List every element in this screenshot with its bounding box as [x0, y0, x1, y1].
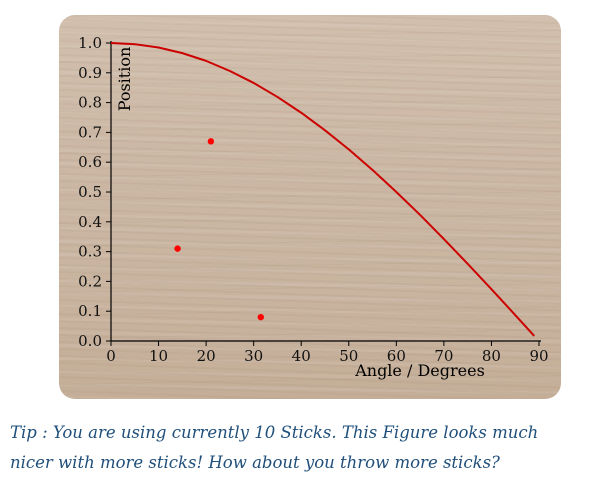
x-tick-label: 90 [529, 347, 548, 365]
y-tick-label: 0.9 [78, 64, 102, 82]
y-axis-title: Position [115, 47, 134, 112]
x-tick-label: 60 [387, 347, 406, 365]
y-tick-label: 0.0 [78, 332, 102, 350]
y-tick-label: 0.3 [78, 243, 102, 261]
cosine-curve-layer [110, 42, 535, 337]
x-tick-label: 30 [244, 347, 263, 365]
y-tick-label: 0.2 [78, 272, 102, 290]
data-point [174, 245, 181, 252]
background-wood-photo [59, 15, 561, 399]
y-tick-label: 1.0 [78, 34, 102, 52]
x-tick-label: 20 [197, 347, 216, 365]
x-tick-label: 80 [482, 347, 501, 365]
data-points-layer [174, 138, 264, 321]
axes: 0 10 20 30 40 50 60 70 80 90 0.0 0.1 0.2 0.3 0.4 0.5 0.6… [78, 34, 548, 365]
y-tick-label: 0.8 [78, 94, 102, 112]
x-tick-label: 0 [106, 347, 116, 365]
x-tick-label: 50 [339, 347, 358, 365]
y-tick-label: 0.7 [78, 123, 102, 141]
x-axis-title: Angle / Degrees [354, 361, 485, 380]
y-tick-label: 0.4 [78, 213, 102, 231]
data-point [257, 313, 264, 321]
x-tick-label: 10 [149, 347, 168, 365]
x-tick-label: 40 [292, 347, 311, 365]
cosine-curve [110, 42, 535, 337]
y-tick-label: 0.5 [78, 183, 102, 201]
y-tick-label: 0.6 [78, 153, 102, 171]
tip-message: Tip : You are using currently 10 Sticks.… [10, 423, 539, 472]
data-point [207, 138, 215, 145]
x-tick-label: 70 [434, 347, 453, 365]
y-tick-label: 0.1 [78, 302, 102, 320]
